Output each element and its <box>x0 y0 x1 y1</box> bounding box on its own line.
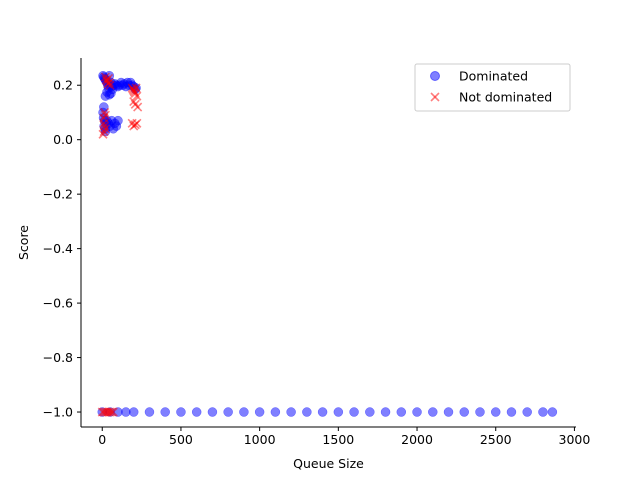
data-point-not-dominated <box>132 118 142 128</box>
legend-marker-dominated <box>430 71 440 81</box>
data-point-not-dominated <box>99 113 109 123</box>
data-point-dominated <box>538 407 548 417</box>
y-tick-label: 0.0 <box>53 132 73 147</box>
data-point-dominated <box>286 407 296 417</box>
y-tick-label: −0.8 <box>43 350 73 365</box>
legend-label-dominated: Dominated <box>459 69 528 84</box>
data-point-not-dominated <box>105 80 115 90</box>
data-point-dominated <box>160 407 170 417</box>
x-tick-label: 3000 <box>559 432 591 447</box>
data-point-dominated <box>522 407 532 417</box>
data-point-dominated <box>270 407 281 417</box>
data-point-dominated <box>412 407 422 417</box>
data-point-dominated <box>317 407 328 417</box>
x-tick-label: 1500 <box>322 432 354 447</box>
data-point-not-dominated <box>132 91 142 101</box>
legend-marker-not-dominated <box>430 92 440 102</box>
data-point-not-dominated <box>108 407 118 417</box>
data-point-dominated <box>443 407 454 417</box>
x-axis-label: Queue Size <box>293 456 364 471</box>
axes <box>80 58 576 428</box>
y-ticks: −1.0 −0.8 −0.6 −0.4 −0.2 0.0 0.2 <box>43 78 81 420</box>
y-tick-label: −0.4 <box>43 241 73 256</box>
data-point-dominated <box>176 407 186 417</box>
x-tick-label: 2500 <box>480 432 512 447</box>
x-ticks: 0 500 1000 1500 2000 2500 3000 <box>98 427 590 447</box>
data-point-dominated <box>349 407 359 417</box>
data-point-dominated <box>113 115 123 126</box>
data-point-not-dominated <box>98 129 108 139</box>
data-point-not-dominated <box>104 77 114 88</box>
data-point-dominated <box>475 407 485 417</box>
data-point-not-dominated <box>131 83 141 93</box>
points-layer <box>97 70 558 417</box>
y-tick-label: −0.6 <box>43 296 73 311</box>
data-point-dominated <box>490 407 501 417</box>
y-tick-label: −0.2 <box>43 187 73 202</box>
y-axis-label: Score <box>16 225 31 260</box>
data-point-dominated <box>380 407 391 417</box>
data-point-dominated <box>254 407 265 417</box>
x-tick-label: 500 <box>169 432 193 447</box>
data-point-dominated <box>547 407 558 417</box>
x-tick-label: 2000 <box>401 432 433 447</box>
data-point-dominated <box>207 407 218 417</box>
data-point-dominated <box>302 407 312 417</box>
legend: Dominated Not dominated <box>414 63 571 112</box>
data-point-dominated <box>506 407 517 417</box>
data-point-not-dominated <box>133 102 143 112</box>
data-point-dominated <box>191 407 202 417</box>
data-point-not-dominated <box>100 124 110 134</box>
data-point-dominated <box>333 407 344 417</box>
data-point-dominated <box>365 407 375 417</box>
x-tick-label: 1000 <box>244 432 276 447</box>
data-point-dominated <box>428 407 438 417</box>
data-point-not-dominated <box>99 126 109 137</box>
data-point-dominated <box>128 407 139 417</box>
data-point-dominated <box>396 407 407 417</box>
data-point-dominated <box>239 407 249 417</box>
data-point-dominated <box>459 407 470 417</box>
x-tick-label: 0 <box>98 432 106 447</box>
data-point-not-dominated <box>107 407 117 417</box>
legend-label-not-dominated: Not dominated <box>459 90 552 105</box>
data-point-not-dominated <box>105 407 115 417</box>
data-point-dominated <box>144 407 155 417</box>
legend-box <box>414 63 571 112</box>
y-tick-label: 0.2 <box>53 78 73 93</box>
legend-x-glyph <box>430 92 440 102</box>
data-point-dominated <box>223 407 233 417</box>
y-tick-label: −1.0 <box>43 405 73 420</box>
